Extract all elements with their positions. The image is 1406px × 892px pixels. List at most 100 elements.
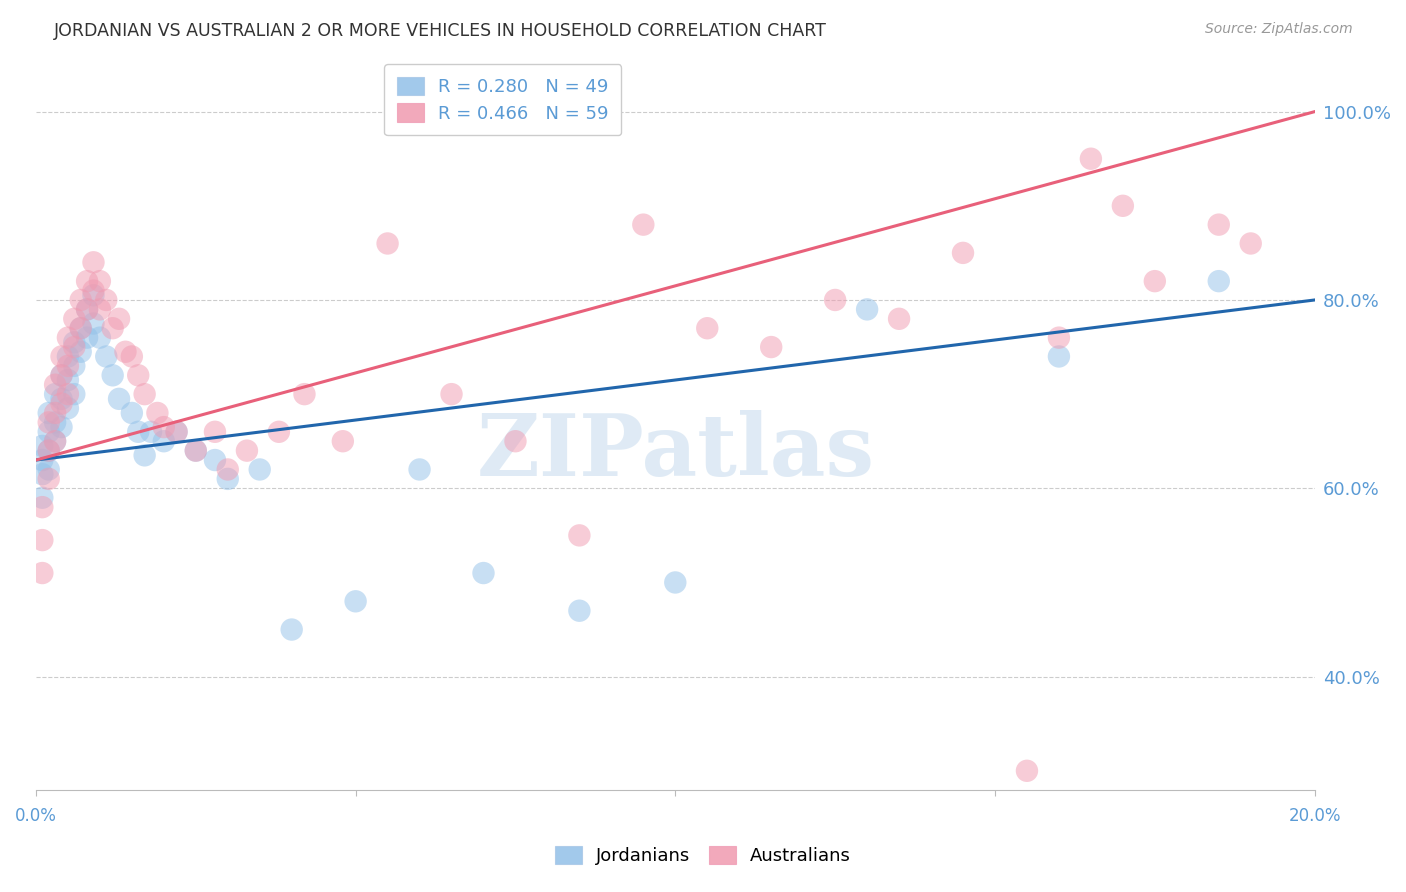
Point bbox=[1112, 199, 1135, 213]
Point bbox=[114, 344, 136, 359]
Point bbox=[38, 443, 60, 458]
Point bbox=[127, 425, 149, 439]
Point bbox=[1047, 331, 1070, 345]
Point bbox=[146, 406, 169, 420]
Point bbox=[63, 335, 86, 350]
Point bbox=[952, 246, 974, 260]
Point bbox=[127, 368, 149, 383]
Point bbox=[76, 302, 98, 317]
Point bbox=[1015, 764, 1038, 778]
Point bbox=[204, 453, 226, 467]
Point bbox=[38, 472, 60, 486]
Point bbox=[568, 604, 591, 618]
Point bbox=[204, 425, 226, 439]
Point bbox=[82, 255, 104, 269]
Point bbox=[1208, 274, 1230, 288]
Point bbox=[82, 284, 104, 298]
Point bbox=[153, 420, 176, 434]
Point bbox=[505, 434, 527, 449]
Point bbox=[121, 350, 143, 364]
Point bbox=[44, 434, 66, 449]
Point bbox=[267, 425, 290, 439]
Point bbox=[217, 462, 239, 476]
Point bbox=[121, 406, 143, 420]
Point bbox=[1240, 236, 1263, 251]
Point bbox=[856, 302, 879, 317]
Point bbox=[1143, 274, 1166, 288]
Text: 0.0%: 0.0% bbox=[15, 806, 56, 824]
Point bbox=[696, 321, 718, 335]
Point bbox=[166, 425, 188, 439]
Text: JORDANIAN VS AUSTRALIAN 2 OR MORE VEHICLES IN HOUSEHOLD CORRELATION CHART: JORDANIAN VS AUSTRALIAN 2 OR MORE VEHICL… bbox=[53, 22, 827, 40]
Text: ZIPatlas: ZIPatlas bbox=[477, 409, 875, 494]
Point bbox=[56, 373, 79, 387]
Point bbox=[217, 472, 239, 486]
Point bbox=[1208, 218, 1230, 232]
Point bbox=[56, 359, 79, 373]
Point bbox=[51, 368, 73, 383]
Point bbox=[134, 387, 156, 401]
Point bbox=[236, 443, 259, 458]
Point bbox=[89, 274, 111, 288]
Point bbox=[69, 344, 91, 359]
Point bbox=[76, 331, 98, 345]
Point bbox=[96, 293, 118, 307]
Point bbox=[31, 533, 53, 547]
Point bbox=[69, 321, 91, 335]
Point bbox=[101, 321, 124, 335]
Point bbox=[56, 401, 79, 416]
Point bbox=[63, 387, 86, 401]
Point bbox=[82, 317, 104, 331]
Point bbox=[31, 566, 53, 580]
Point bbox=[344, 594, 367, 608]
Point bbox=[69, 293, 91, 307]
Point bbox=[38, 462, 60, 476]
Point bbox=[44, 434, 66, 449]
Point bbox=[89, 331, 111, 345]
Legend: R = 0.280   N = 49, R = 0.466   N = 59: R = 0.280 N = 49, R = 0.466 N = 59 bbox=[384, 64, 621, 136]
Point bbox=[153, 434, 176, 449]
Point bbox=[44, 406, 66, 420]
Text: Source: ZipAtlas.com: Source: ZipAtlas.com bbox=[1205, 22, 1353, 37]
Legend: Jordanians, Australians: Jordanians, Australians bbox=[548, 838, 858, 872]
Point bbox=[63, 311, 86, 326]
Point bbox=[38, 406, 60, 420]
Point bbox=[440, 387, 463, 401]
Point bbox=[824, 293, 846, 307]
Point bbox=[31, 467, 53, 482]
Point bbox=[51, 368, 73, 383]
Point bbox=[280, 623, 302, 637]
Point bbox=[51, 420, 73, 434]
Point bbox=[633, 218, 655, 232]
Point bbox=[761, 340, 783, 354]
Point bbox=[76, 274, 98, 288]
Point bbox=[249, 462, 271, 476]
Point bbox=[377, 236, 399, 251]
Point bbox=[134, 448, 156, 462]
Point bbox=[69, 321, 91, 335]
Point bbox=[139, 425, 162, 439]
Point bbox=[184, 443, 207, 458]
Point bbox=[664, 575, 686, 590]
Point bbox=[108, 392, 131, 406]
Point bbox=[82, 288, 104, 302]
Point bbox=[63, 359, 86, 373]
Point bbox=[96, 350, 118, 364]
Point bbox=[44, 377, 66, 392]
Point bbox=[51, 392, 73, 406]
Point bbox=[408, 462, 430, 476]
Point bbox=[472, 566, 495, 580]
Point bbox=[44, 416, 66, 430]
Point bbox=[56, 387, 79, 401]
Point bbox=[44, 387, 66, 401]
Point bbox=[184, 443, 207, 458]
Point bbox=[568, 528, 591, 542]
Point bbox=[51, 396, 73, 410]
Point bbox=[76, 302, 98, 317]
Point bbox=[31, 453, 53, 467]
Point bbox=[38, 425, 60, 439]
Point bbox=[166, 425, 188, 439]
Point bbox=[108, 311, 131, 326]
Point bbox=[101, 368, 124, 383]
Point bbox=[31, 491, 53, 505]
